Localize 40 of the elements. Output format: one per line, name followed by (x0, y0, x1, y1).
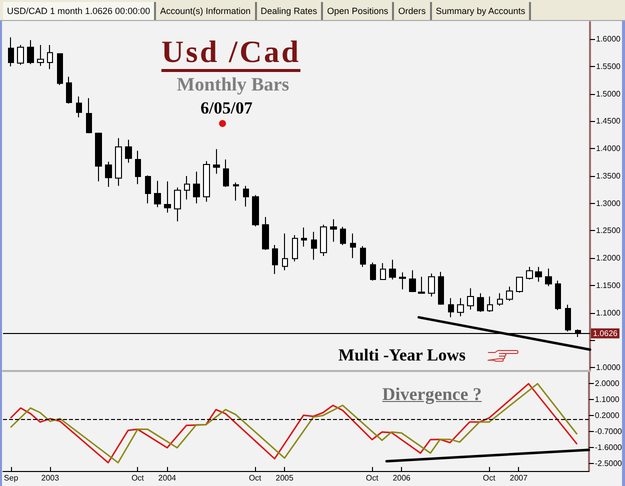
chart-title: Usd /Cad (161, 34, 301, 72)
y-tick-label: 1.3000 (596, 198, 622, 208)
x-tick-label: 2003 (41, 474, 60, 482)
text: Monthly Bars (176, 74, 290, 96)
y-tick-label: 1.4000 (596, 144, 622, 154)
y-tick-label: 1.4500 (596, 116, 622, 126)
text: Account(s) Information (156, 2, 257, 20)
y-tick-label: -0.7000 (594, 426, 623, 436)
text: Summary by Accounts (432, 2, 532, 20)
x-tick-label: Oct (366, 474, 380, 482)
x-tick-label: 2005 (276, 474, 294, 482)
ref-line-label: 1.0626 (593, 328, 618, 338)
x-tick-label: 2006 (392, 474, 412, 482)
y-tick-label: 1.1000 (596, 308, 622, 318)
y-tick-label: 1.6000 (596, 34, 622, 44)
x-tick-label: Oct (248, 474, 262, 482)
annotation: Divergence ? (382, 384, 482, 404)
text: Dealing Rates (256, 2, 324, 20)
y-tick-label: -2.5000 (594, 458, 623, 468)
annotation: Multi -Year Lows (338, 346, 466, 364)
y-tick-label: 1.1500 (596, 281, 622, 290)
y-tick-label: 1.5000 (596, 89, 622, 98)
y-tick-label: 1.5500 (596, 62, 622, 71)
text: Orders (394, 2, 432, 20)
annotation: 6/05/07 (200, 98, 252, 118)
y-tick-label: -1.6000 (594, 442, 623, 452)
x-tick-label: 2007 (510, 474, 528, 482)
x-tick-label: Oct (482, 474, 496, 482)
y-tick-label: 1.2500 (596, 226, 622, 236)
x-tick-label: Sep (4, 474, 19, 482)
y-tick-label: 1.1000 (594, 395, 620, 404)
x-tick-label: Oct (131, 474, 145, 482)
x-tick-label: 2004 (158, 474, 177, 482)
y-tick-label: 1.3500 (596, 171, 622, 180)
text: Open Positions (323, 2, 394, 20)
y-tick-label: 1.2000 (596, 254, 622, 263)
text: USD/CAD 1 month 1.0626 00:00:00 (3, 2, 156, 20)
y-tick-label: 2.0000 (594, 379, 620, 388)
y-tick-label: 1.0000 (596, 363, 622, 372)
y-tick-label: 0.2000 (594, 410, 620, 420)
